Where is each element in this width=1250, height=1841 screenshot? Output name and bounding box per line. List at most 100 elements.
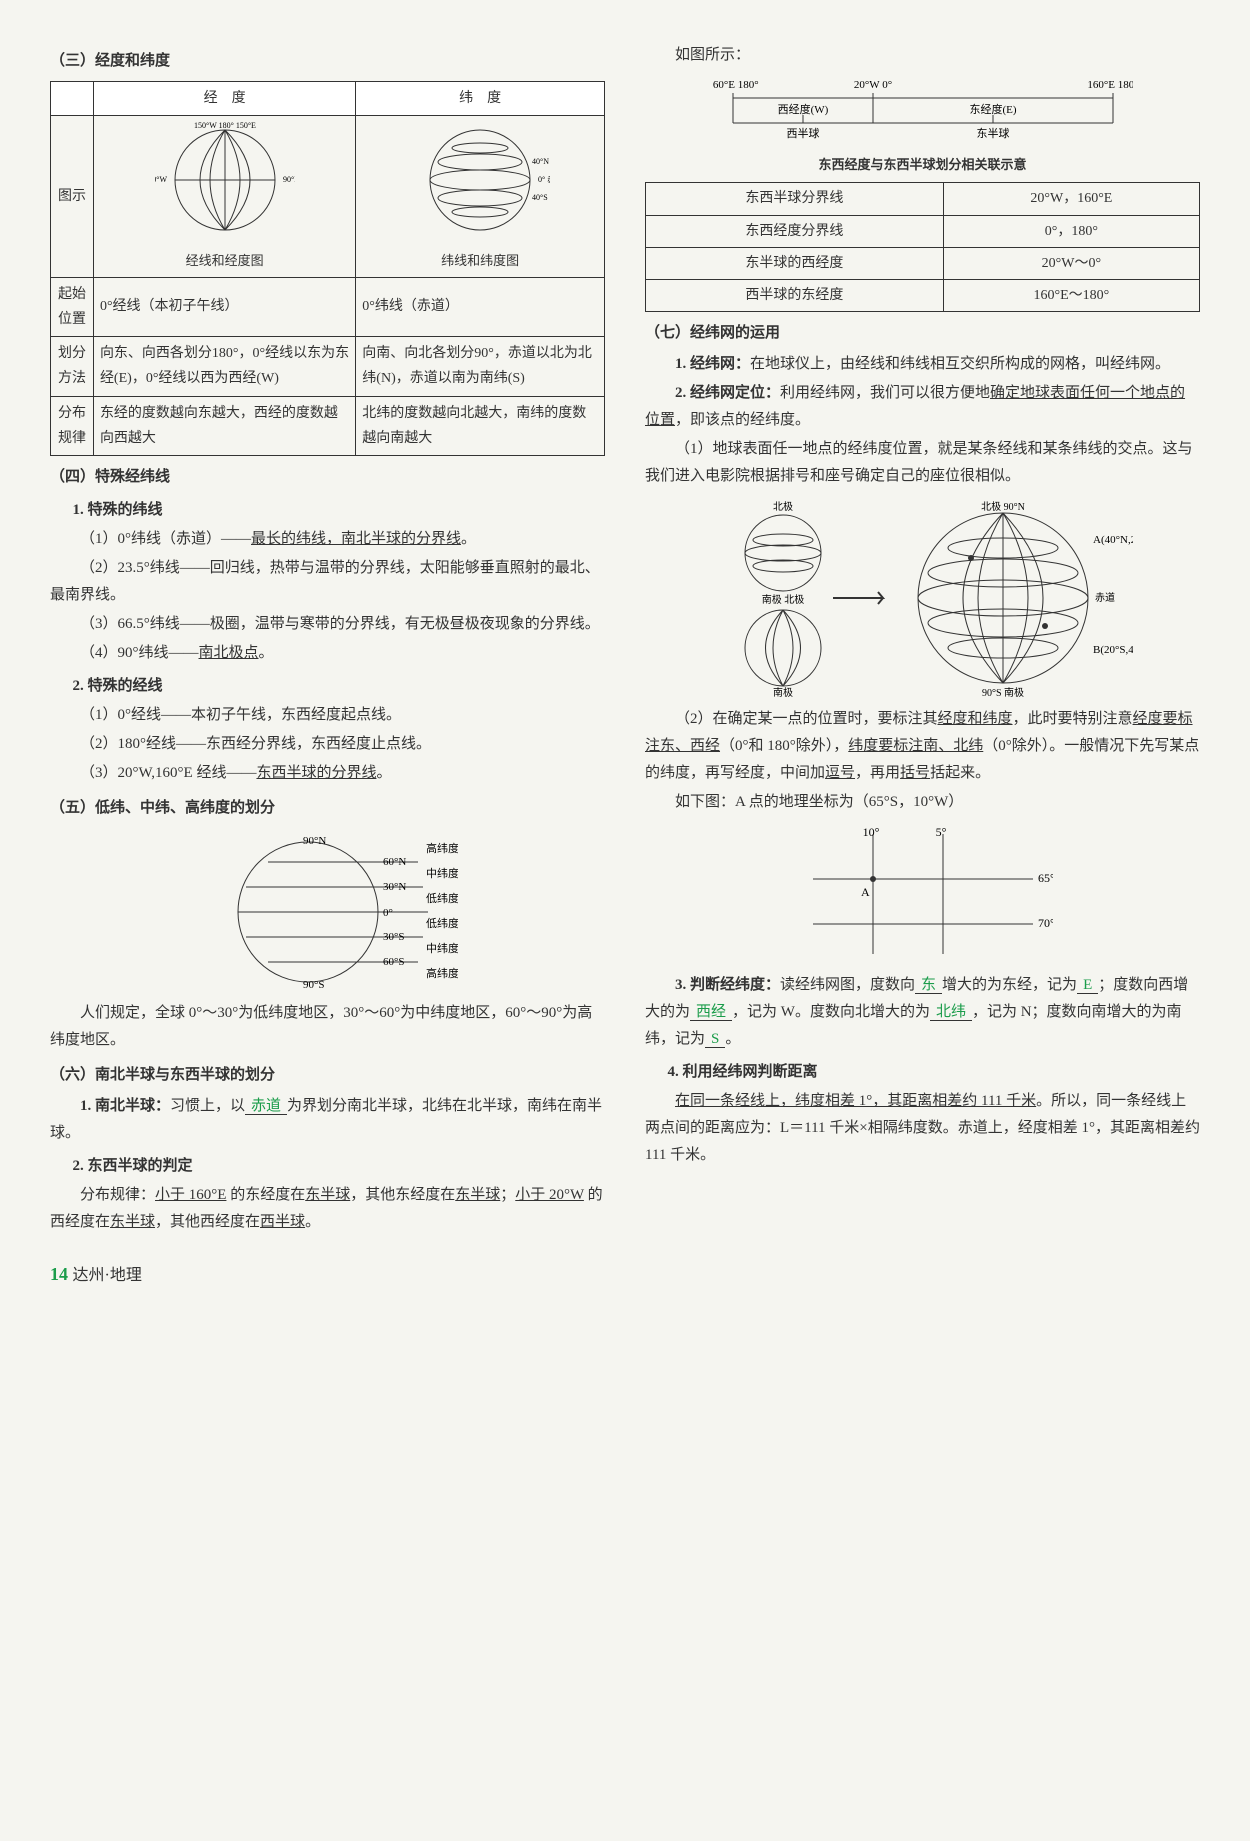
svg-text:60°S: 60°S [383, 956, 405, 968]
text: 。 [376, 765, 391, 781]
text: ，记为 W。度数向北增大的为 [732, 1004, 930, 1020]
fill-answer: E [1077, 977, 1098, 994]
underlined-text: 西半球 [260, 1214, 305, 1230]
fill-answer: 赤道 [245, 1098, 287, 1115]
text: ，此时要特别注意 [1013, 711, 1133, 727]
page-footer: 14 达州·地理 [50, 1258, 1200, 1291]
page-content: （三）经度和纬度 经 度 纬 度 图示 150°W 180° 150°E 90°… [50, 40, 1200, 1238]
table-cell: 150°W 180° 150°E 90°W 90°E 经线和经度图 [93, 116, 355, 278]
hemisphere-relation-table: 东西半球分界线20°W，160°E 东西经度分界线0°，180° 东半球的西经度… [645, 182, 1200, 312]
table-cell: 向东、向西各划分180°，0°经线以东为东经(E)，0°经线以西为西经(W) [93, 337, 355, 396]
longitude-globe-icon: 150°W 180° 150°E 90°W 90°E [155, 120, 295, 240]
text: 分布规律： [80, 1187, 155, 1203]
svg-text:90°N: 90°N [303, 835, 326, 847]
text: ，再用 [855, 765, 900, 781]
underlined-text: 东半球 [110, 1214, 155, 1230]
bold-text: 1. 经纬网： [675, 356, 750, 372]
svg-text:中纬度: 中纬度 [426, 941, 458, 955]
table-cell: 东经的度数越向东越大，西经的度数越向西越大 [93, 396, 355, 455]
paragraph: （1）0°纬线（赤道）——最长的纬线，南北半球的分界线。 [50, 526, 605, 553]
paragraph: 在同一条经线上，纬度相差 1°，其距离相差约 111 千米。所以，同一条经线上两… [645, 1088, 1200, 1169]
underlined-text: 东半球 [455, 1187, 500, 1203]
svg-text:低纬度: 低纬度 [426, 891, 458, 905]
svg-text:30°S: 30°S [383, 931, 405, 943]
table-row-label: 分布规律 [51, 396, 94, 455]
underlined-text: 东半球 [305, 1187, 350, 1203]
hemisphere-line-diagram: 160°E 180° 20°W 0° 160°E 180° 西经度(W) 东经度… [645, 73, 1200, 143]
svg-text:北极 90°N: 北极 90°N [981, 500, 1025, 513]
text: （1）0°纬线（赤道）—— [80, 531, 251, 547]
section-7-title: （七）经纬网的运用 [645, 320, 1200, 347]
underlined-text: 在同一条经线上，纬度相差 1°，其距离相差约 111 千米 [675, 1093, 1036, 1109]
svg-text:A(40°N,20°W): A(40°N,20°W) [1093, 534, 1133, 546]
underlined-text: 东西半球的分界线 [256, 765, 376, 781]
paragraph: 1. 南北半球：习惯上，以赤道为界划分南北半球，北纬在北半球，南纬在南半球。 [50, 1093, 605, 1147]
paragraph: （3）20°W,160°E 经线——东西半球的分界线。 [50, 760, 605, 787]
paragraph: 如下图：A 点的地理坐标为（65°S，10°W） [645, 789, 1200, 816]
paragraph: （2）在确定某一点的位置时，要标注其经度和纬度，此时要特别注意经度要标注东、西经… [645, 706, 1200, 787]
bold-text: 3. 判断经纬度： [675, 977, 780, 993]
section-3-title: （三）经度和纬度 [50, 48, 605, 75]
diagram-caption: 纬线和纬度图 [362, 249, 598, 272]
underlined-text: 最长的纬线，南北半球的分界线 [251, 531, 461, 547]
svg-text:90°S: 90°S [303, 979, 325, 991]
svg-text:南极: 南极 [773, 686, 793, 698]
fill-answer: 西经 [690, 1004, 732, 1021]
underlined-text: 括号 [900, 765, 930, 781]
table-header: 经 度 [93, 82, 355, 116]
subtitle: 2. 特殊的经线 [50, 673, 605, 700]
table-cell: 0° 赤道 40°N 40°S 纬线和纬度图 [356, 116, 605, 278]
paragraph: （2）180°经线——东西经分界线，东西经度止点线。 [50, 731, 605, 758]
svg-text:40°S: 40°S [532, 193, 548, 202]
svg-text:90°S 南极: 90°S 南极 [981, 686, 1023, 698]
paragraph: 2. 经纬网定位：利用经纬网，我们可以很方便地确定地球表面任何一个地点的位置，即… [645, 380, 1200, 434]
svg-text:65°: 65° [1038, 871, 1053, 885]
underlined-text: 南北极点 [199, 645, 259, 661]
right-column: 如图所示： 160°E 180° 20°W 0° 160°E 180° 西经度(… [645, 40, 1200, 1238]
underlined-text: 纬度要标注南、北纬 [848, 738, 983, 754]
svg-text:20°W 0°: 20°W 0° [853, 79, 891, 91]
text: 。 [259, 645, 274, 661]
paragraph: 3. 判断经纬度：读经纬网图，度数向东增大的为东经，记为E；度数向西增大的为西经… [645, 972, 1200, 1053]
text: （2）在确定某一点的位置时，要标注其 [675, 711, 938, 727]
section-5-title: （五）低纬、中纬、高纬度的划分 [50, 795, 605, 822]
longitude-latitude-table: 经 度 纬 度 图示 150°W 180° 150°E 90°W 90°E 经线… [50, 81, 605, 456]
latitude-bands-diagram: 0° 30°N 30°S 60°N 60°S 90°N 90°S 高纬度 中纬度… [50, 826, 605, 998]
text: 。 [305, 1214, 320, 1230]
svg-text:160°E 180°: 160°E 180° [713, 79, 759, 91]
text: 。 [725, 1031, 740, 1047]
bold-text: 2. 经纬网定位： [675, 385, 780, 401]
table-cell: 东西经度分界线 [646, 215, 944, 247]
book-name: 达州·地理 [73, 1267, 142, 1284]
coordinate-grid-diagram: A 10° 5° 65° 70° [645, 818, 1200, 970]
underlined-text: 逗号 [825, 765, 855, 781]
table-cell: 20°W，160°E [943, 183, 1199, 215]
fill-answer: S [705, 1031, 725, 1048]
bold-text: 1. 南北半球： [80, 1098, 170, 1114]
text: 利用经纬网，我们可以很方便地 [780, 385, 990, 401]
text: 习惯上，以 [170, 1098, 245, 1114]
svg-text:南极 北极: 南极 北极 [761, 593, 804, 606]
left-column: （三）经度和纬度 经 度 纬 度 图示 150°W 180° 150°E 90°… [50, 40, 605, 1238]
svg-text:B(20°S,40°E): B(20°S,40°E) [1093, 644, 1133, 656]
diagram-caption: 经线和经度图 [100, 249, 349, 272]
svg-text:70°: 70° [1038, 916, 1053, 930]
paragraph: （3）66.5°纬线——极圈，温带与寒带的分界线，有无极昼极夜现象的分界线。 [50, 611, 605, 638]
table-header [51, 82, 94, 116]
svg-text:30°N: 30°N [383, 881, 406, 893]
svg-text:90°W: 90°W [155, 175, 167, 184]
section-6-title: （六）南北半球与东西半球的划分 [50, 1062, 605, 1089]
text: （0°和 180°除外）， [720, 738, 848, 754]
svg-text:0°: 0° [383, 907, 393, 919]
paragraph: （2）23.5°纬线——回归线，热带与温带的分界线，太阳能够垂直照射的最北、最南… [50, 555, 605, 609]
table2-title: 东西经度与东西半球划分相关联示意 [645, 153, 1200, 176]
svg-text:10°: 10° [862, 825, 879, 839]
text: 在地球仪上，由经线和纬线相互交织所构成的网格，叫经纬网。 [750, 356, 1170, 372]
table-row-label: 起始位置 [51, 277, 94, 336]
paragraph: 人们规定，全球 0°～30°为低纬度地区，30°～60°为中纬度地区，60°～9… [50, 1000, 605, 1054]
table-cell: 20°W～0° [943, 247, 1199, 279]
table-cell: 0°经线（本初子午线） [93, 277, 355, 336]
svg-text:赤道: 赤道 [1095, 591, 1115, 604]
svg-text:150°W 180° 150°E: 150°W 180° 150°E [194, 121, 256, 130]
table-cell: 向南、向北各划分90°，赤道以北为北纬(N)，赤道以南为南纬(S) [356, 337, 605, 396]
